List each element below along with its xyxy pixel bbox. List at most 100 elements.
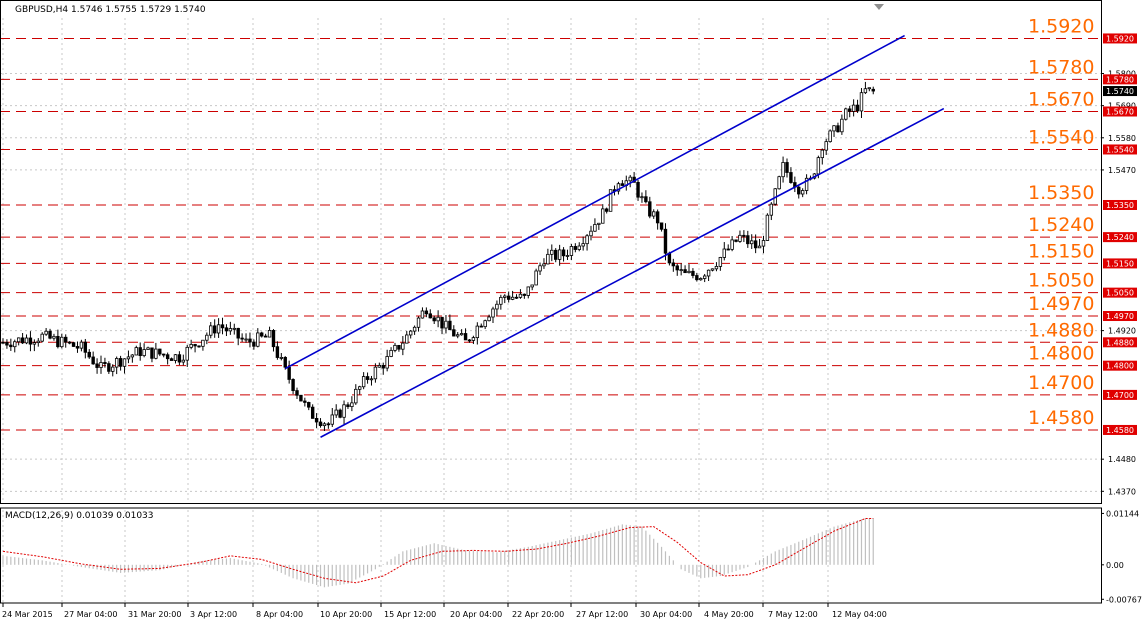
candle-body xyxy=(216,324,221,334)
candle-body xyxy=(832,125,836,132)
level-price-tag-text: 1.4800 xyxy=(1106,362,1134,371)
candle-body xyxy=(514,296,519,299)
candle-body xyxy=(565,255,570,257)
level-label: 1.4800 xyxy=(1028,343,1094,365)
level-price-tag xyxy=(1103,33,1137,44)
macd-y-axis-tick-label: -0.00767 xyxy=(1106,595,1142,604)
candle-body xyxy=(601,208,605,224)
candle-body xyxy=(824,141,828,151)
candle-body xyxy=(87,351,91,358)
candle-body xyxy=(24,337,29,344)
candle-body xyxy=(307,402,311,408)
candle-body xyxy=(150,347,154,359)
candle-body xyxy=(863,88,868,94)
level-price-tag-text: 1.5150 xyxy=(1106,259,1134,268)
candle-body xyxy=(342,404,346,418)
candle-body xyxy=(60,336,64,348)
candle-body xyxy=(683,269,687,274)
candle-body xyxy=(1,341,5,344)
candle-body xyxy=(397,344,401,350)
candle-body xyxy=(48,330,52,339)
x-axis-tick-label: 4 May 20:00 xyxy=(704,610,754,619)
level-price-tag-text: 1.5670 xyxy=(1106,107,1134,116)
candle-body xyxy=(354,388,358,404)
candle-body xyxy=(263,335,268,338)
candle-body xyxy=(197,345,201,348)
candle-body xyxy=(475,325,480,339)
candle-body xyxy=(220,324,225,329)
candle-body xyxy=(416,317,421,328)
candle-body xyxy=(252,341,256,347)
candle-body xyxy=(518,293,523,298)
level-price-tag-text: 1.4880 xyxy=(1106,338,1134,347)
level-label: 1.5240 xyxy=(1028,214,1094,236)
level-label: 1.5780 xyxy=(1028,56,1094,78)
candle-body xyxy=(393,344,397,351)
candle-body xyxy=(169,358,174,361)
candle-body xyxy=(40,333,44,342)
level-price-tag-text: 1.4970 xyxy=(1106,312,1134,321)
candle-body xyxy=(734,239,738,242)
y-axis-tick-label: 1.5470 xyxy=(1108,166,1136,175)
level-label: 1.5540 xyxy=(1028,126,1094,148)
candle-body xyxy=(209,325,213,336)
candle-body xyxy=(314,418,319,423)
candle-body xyxy=(753,240,758,249)
candle-body xyxy=(467,339,472,342)
candle-body xyxy=(138,347,142,357)
candle-body xyxy=(506,295,511,300)
candle-body xyxy=(679,269,683,272)
candle-body xyxy=(358,386,362,390)
candle-body xyxy=(742,234,746,237)
candle-body xyxy=(236,327,240,339)
candle-body xyxy=(495,303,499,310)
candle-body xyxy=(267,330,272,338)
candle-body xyxy=(867,87,872,90)
candle-body xyxy=(287,366,291,380)
candle-body xyxy=(644,196,648,203)
candle-body xyxy=(538,265,542,272)
candle-body xyxy=(503,295,507,298)
level-label: 1.5350 xyxy=(1028,182,1094,204)
level-price-tag xyxy=(1103,144,1137,155)
channel-line-lower xyxy=(320,107,945,438)
candle-body xyxy=(326,423,331,426)
level-price-tag xyxy=(1103,232,1137,243)
candle-body xyxy=(122,358,127,367)
candle-body xyxy=(655,211,660,224)
candle-body xyxy=(463,333,468,341)
candle-body xyxy=(585,235,589,245)
candle-body xyxy=(652,211,656,217)
candle-body xyxy=(777,176,781,190)
current-price-tag-text: 1.5740 xyxy=(1106,87,1134,96)
x-axis-tick-label: 15 Apr 12:00 xyxy=(384,610,436,619)
x-axis-tick-label: 30 Apr 04:00 xyxy=(640,610,692,619)
candle-body xyxy=(691,270,695,276)
candle-body xyxy=(804,177,809,191)
candle-body xyxy=(346,404,350,408)
candle-body xyxy=(256,332,260,347)
candle-body xyxy=(83,341,88,353)
y-axis-tick-label: 1.4370 xyxy=(1108,487,1136,496)
candle-body xyxy=(769,203,774,216)
level-price-tag xyxy=(1103,389,1137,400)
level-price-tag xyxy=(1103,258,1137,269)
candle-body xyxy=(20,337,25,344)
candle-body xyxy=(522,293,527,296)
candle-body xyxy=(193,344,197,347)
candle-body xyxy=(448,320,452,331)
candle-body xyxy=(67,341,72,344)
candle-body xyxy=(828,130,832,143)
shift-marker-icon[interactable] xyxy=(874,4,884,10)
candle-body xyxy=(765,214,770,241)
y-axis-tick-label: 1.4920 xyxy=(1108,327,1136,336)
candle-body xyxy=(616,183,621,192)
candle-body xyxy=(291,379,295,392)
candle-body xyxy=(797,186,801,195)
candle-body xyxy=(671,262,676,267)
main-panel-frame xyxy=(0,0,1102,504)
level-label: 1.4700 xyxy=(1028,372,1094,394)
candle-body xyxy=(561,249,566,257)
